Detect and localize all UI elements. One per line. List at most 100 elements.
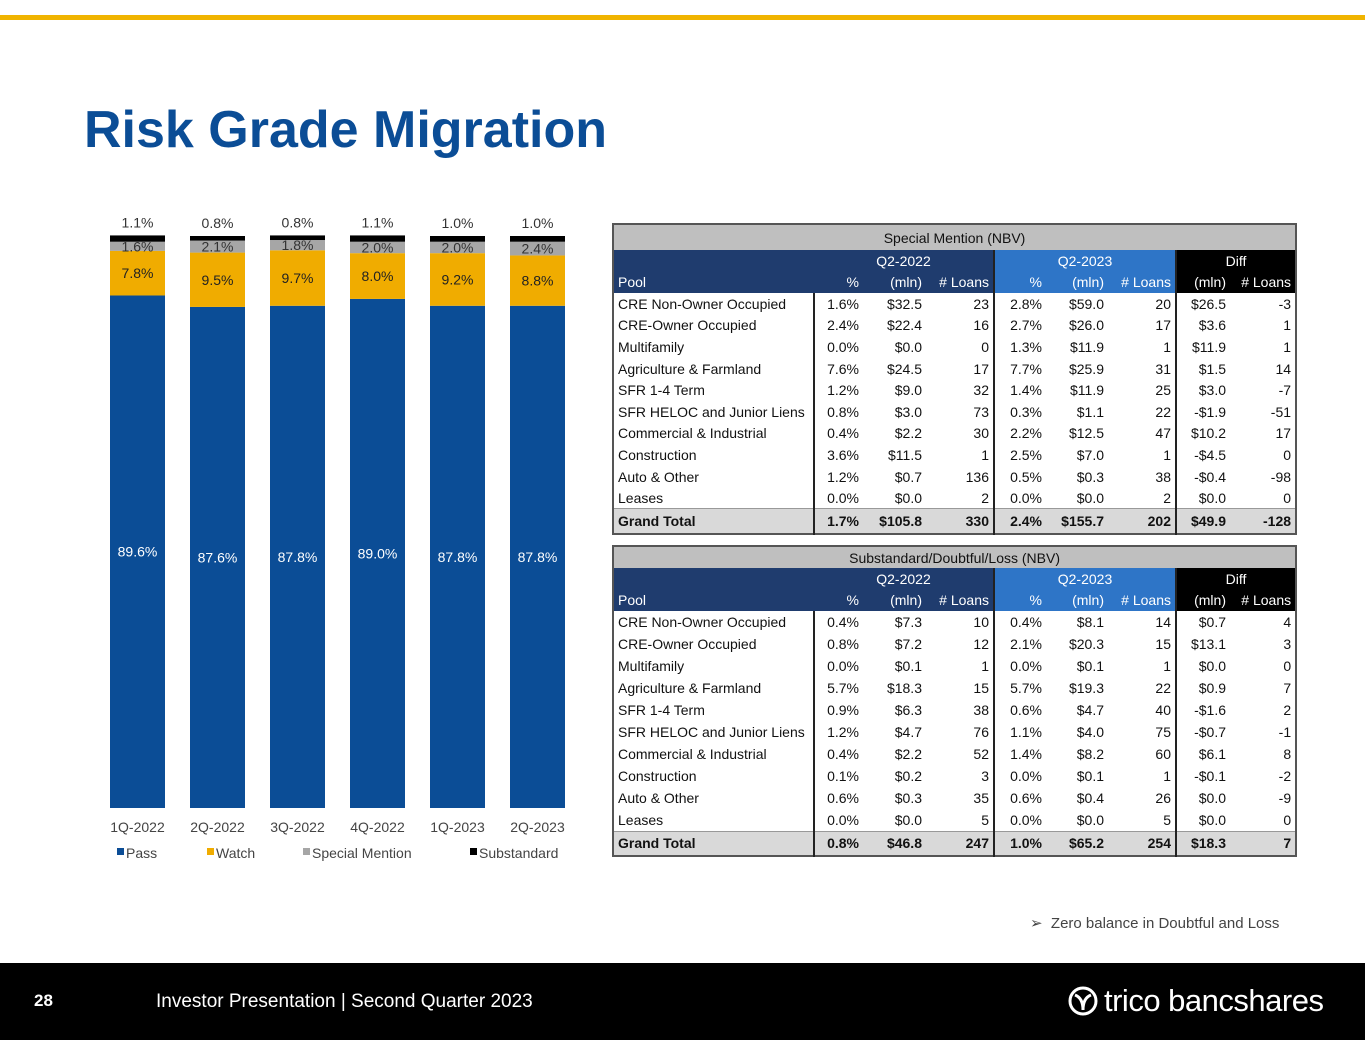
table-cell: -$0.1 <box>1175 765 1230 787</box>
table-cell: $0.0 <box>1175 487 1230 509</box>
table-cell: -3 <box>1278 295 1292 312</box>
table-cell: 2.7% <box>993 314 1046 337</box>
table-row: CRE Non-Owner Occupied 1.6% $32.5 23 2.8% $59… <box>613 293 1296 315</box>
bar-watch <box>270 250 325 306</box>
table-cell: $4.7 <box>894 724 922 740</box>
table-cell: 0.4% <box>813 422 863 445</box>
table-cell: 0.6% <box>993 787 1046 809</box>
bar-pass <box>270 305 325 808</box>
table-row: CRE-Owner Occupied 0.8% $7.2 12 2.1% $20.3 15 $… <box>613 633 1296 655</box>
table-row: SFR 1-4 Term 1.2% $9.0 32 1.4% $11.9 25 $3.0 -7 <box>613 379 1296 401</box>
table-row: Leases 0.0% $0.0 2 0.0% $0.0 2 $0.0 0 <box>613 487 1296 509</box>
table-cell: 76 <box>973 724 989 740</box>
table-cell: 22 <box>1155 403 1171 420</box>
substandard-table: Substandard/Doubtful/Loss (NBV) Q2-2022 Q2… <box>612 545 1298 857</box>
group-header-row: Q2-2022 Q2-2023 Diff <box>613 250 1297 271</box>
table-cell: $11.9 <box>1175 336 1230 358</box>
table-cell: 0.5% <box>993 465 1046 488</box>
table-cell: 1.3% <box>993 336 1046 358</box>
table-cell: 2.8% <box>993 293 1046 315</box>
table-cell: Commercial & Industrial <box>618 425 767 442</box>
table-row: Construction 0.1% $0.2 3 0.0% $0.1 1 -$0.1 -2 <box>613 765 1296 787</box>
table-cell: 26 <box>1155 790 1171 806</box>
bar-watch <box>510 255 565 306</box>
table-cell: 32 <box>973 382 989 399</box>
table-cell: $4.7 <box>1076 702 1104 718</box>
table-cell: 7 <box>1283 680 1292 696</box>
data-label: 0.8% <box>202 215 234 231</box>
table-cell: 0.4% <box>813 611 863 633</box>
table-cell: 0.0% <box>813 655 863 677</box>
table-row: Agriculture & Farmland 5.7% $18.3 15 5.7% $19… <box>613 677 1296 699</box>
bar-watch <box>110 250 165 296</box>
table-cell: 202 <box>1108 508 1176 534</box>
table-cell: CRE-Owner Occupied <box>618 636 757 652</box>
bar-substandard <box>430 236 485 242</box>
table-cell: $12.5 <box>1068 425 1104 442</box>
table-cell: 1 <box>1283 338 1292 355</box>
table-cell: 136 <box>965 468 989 485</box>
table-cell: $10.2 <box>1175 422 1230 445</box>
bar-special-mention <box>430 241 485 254</box>
table-cell: 1 <box>1163 338 1171 355</box>
table-cell: Auto & Other <box>618 790 699 806</box>
bar-substandard <box>350 235 405 242</box>
table-cell: Construction <box>618 768 697 784</box>
group-header: Diff <box>1174 250 1297 271</box>
table-cell: 1 <box>981 658 989 674</box>
x-tick-label: 1Q-2022 <box>110 819 165 835</box>
table-cell: $20.3 <box>1068 636 1104 652</box>
footer-text: Investor Presentation | Second Quarter 2… <box>156 991 533 1012</box>
column-header: # Loans <box>926 271 994 293</box>
table-cell: $18.3 <box>1175 830 1230 856</box>
column-header: (mln) <box>1175 271 1230 293</box>
table-cell: 0.0% <box>993 655 1046 677</box>
table-cell: 0.0% <box>993 809 1046 831</box>
table-cell: $25.9 <box>1068 360 1104 377</box>
bar-pass <box>110 295 165 808</box>
table-cell: -$0.7 <box>1175 721 1230 743</box>
table-cell: Multifamily <box>618 338 685 355</box>
table-cell: 5 <box>1163 811 1171 828</box>
bar-watch <box>190 252 245 307</box>
table-cell: $11.9 <box>1070 382 1104 399</box>
data-label: 9.7% <box>282 270 314 286</box>
table-cell: 38 <box>973 702 989 718</box>
group-header: Q2-2023 <box>993 568 1176 589</box>
column-header: # Loans <box>1108 271 1176 293</box>
column-header: Pool <box>613 271 814 293</box>
table-cell: $0.3 <box>1076 468 1104 485</box>
data-label: 1.6% <box>122 238 154 254</box>
table-cell: $105.8 <box>863 508 926 534</box>
table-row: Multifamily 0.0% $0.1 1 0.0% $0.1 1 $0.0 0 <box>613 655 1296 677</box>
table-cell: 17 <box>1275 425 1292 442</box>
column-header: (mln) <box>1046 589 1108 611</box>
table-cell: 1.1% <box>993 721 1046 743</box>
table-cell: 0.3% <box>993 400 1046 423</box>
table-cell: $65.2 <box>1046 830 1108 856</box>
data-label: 7.8% <box>122 265 154 281</box>
logo-mark-icon <box>1068 986 1098 1016</box>
bar-watch <box>430 253 485 306</box>
x-tick-label: 2Q-2023 <box>510 819 565 835</box>
x-tick-label: 4Q-2022 <box>350 819 405 835</box>
table-cell: 38 <box>1155 468 1171 485</box>
group-header: Q2-2022 <box>814 250 994 271</box>
table-cell: $32.5 <box>886 295 922 312</box>
table-row: Leases 0.0% $0.0 5 0.0% $0.0 5 $0.0 0 <box>613 809 1296 831</box>
table-cell: 16 <box>973 317 989 334</box>
table-cell: $0.7 <box>894 468 922 485</box>
data-label: 87.6% <box>198 549 238 565</box>
bar-special-mention <box>270 240 325 251</box>
table-cell: 0 <box>1283 446 1292 463</box>
table-cell: $26.0 <box>1068 317 1104 334</box>
data-label: 1.1% <box>122 214 154 230</box>
table-cell: 31 <box>1155 360 1171 377</box>
data-label: 1.0% <box>522 215 554 231</box>
table-cell: 0.4% <box>813 743 863 765</box>
footnote: ➢ Zero balance in Doubtful and Loss <box>1030 914 1279 932</box>
table-cell: 3 <box>1283 636 1292 652</box>
table-cell: 0.0% <box>813 487 863 509</box>
data-label: 1.0% <box>442 215 474 231</box>
table-cell: 2.2% <box>993 422 1046 445</box>
